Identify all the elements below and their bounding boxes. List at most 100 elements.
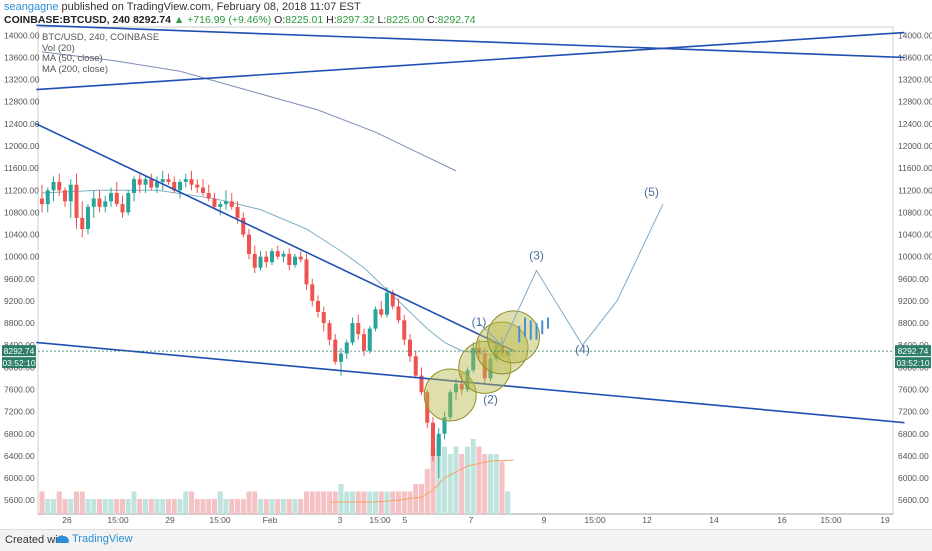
candle-body [63, 190, 67, 202]
candle-body [143, 179, 148, 185]
volume-bar [212, 499, 217, 514]
candle-body [454, 383, 458, 393]
time-tag-right-text: 03:52:10 [896, 358, 929, 368]
candle-body [339, 353, 343, 362]
volume-bar [131, 491, 137, 514]
volume-bar [442, 446, 447, 514]
price-tag-left [2, 345, 36, 357]
candle-body [373, 309, 378, 329]
footer-bar: Created with TradingView [0, 529, 932, 551]
candle-body [218, 204, 223, 207]
volume-bar [407, 491, 413, 514]
y-tick-label-right: 12800.00 [898, 97, 932, 107]
legend-volume[interactable]: Vol (20) [42, 42, 75, 54]
wave-projection-path [478, 203, 664, 347]
author-link[interactable]: seangagne [4, 1, 59, 13]
candle-body [419, 375, 424, 393]
y-tick-label-right: 11600.00 [898, 163, 932, 173]
price-tag-right-text: 8292.74 [898, 346, 929, 356]
volume-bar [269, 499, 275, 514]
volume-bar [240, 499, 246, 514]
y-tick-label-right: 14000.00 [898, 30, 932, 40]
candle-body [132, 179, 136, 194]
volume-bar [384, 491, 390, 514]
time-tag-left-text: 03:52:10 [2, 358, 35, 368]
volume-bar [51, 499, 56, 514]
candle-body [80, 217, 85, 229]
legend-ma50[interactable]: MA (50, close) [42, 53, 103, 64]
candle-body [327, 323, 332, 340]
tradingview-logo[interactable]: TradingView [56, 533, 133, 545]
volume-bar [493, 454, 499, 514]
volume-bar [68, 499, 74, 514]
created-with-text: Created with [5, 534, 67, 546]
indicator-legend: BTC/USD, 240, COINBASE Vol (20) MA (50, … [42, 32, 160, 75]
y-tick-label-left: 9600.00 [4, 274, 35, 284]
price-chart[interactable]: 5600.00 5600.00 6000.00 6000.00 6400.00 6400.… [0, 0, 932, 529]
candle-body [212, 198, 217, 207]
symbol-line: COINBASE:BTCUSD, 240 8292.74 ▲ +716.99 (… [4, 14, 476, 26]
candle-body [304, 259, 309, 285]
volume-bar [79, 491, 85, 514]
legend-series[interactable]: BTC/USD, 240, COINBASE [42, 32, 160, 43]
x-tick-label: 12 [642, 515, 652, 525]
candle-body [86, 206, 90, 229]
volume-bar [194, 499, 200, 514]
x-tick-label: 19 [880, 515, 890, 525]
volume-bar [286, 499, 292, 514]
volume-bar [85, 499, 91, 514]
x-tick-label: 15:00 [107, 515, 129, 525]
highlight-circle [475, 321, 529, 375]
volume-bar [275, 499, 281, 514]
candle-body [229, 201, 234, 207]
volume-bar [453, 446, 459, 514]
y-tick-label-left: 14000.00 [4, 30, 40, 40]
volume-bar [332, 491, 338, 514]
wave-label: (3) [529, 248, 544, 262]
volume-bar [315, 491, 321, 514]
candle-body [275, 251, 280, 257]
candle-body [68, 184, 73, 202]
candle-body [310, 284, 315, 301]
candle-body [51, 181, 56, 191]
volume-bar [321, 491, 327, 514]
volume-bar [470, 439, 476, 514]
wave-label: (5) [644, 185, 659, 199]
volume-bar [373, 491, 378, 514]
x-tick-label: 26 [62, 515, 72, 525]
candle-body [45, 190, 50, 205]
y-tick-label-left: 6400.00 [4, 451, 35, 461]
highlight-circle [487, 310, 540, 364]
volume-bar [419, 484, 424, 514]
candle-body [201, 187, 205, 194]
y-tick-label-right: 9600.00 [898, 274, 929, 284]
y-tick-label-right: 5600.00 [898, 495, 929, 505]
volume-bar [344, 491, 350, 514]
volume-bar [74, 491, 79, 514]
candle-body [155, 181, 159, 188]
y-tick-label-right: 6000.00 [898, 473, 929, 483]
y-tick-label-right: 6800.00 [898, 429, 929, 439]
volume-bar [235, 499, 240, 514]
candle-body [390, 292, 395, 307]
x-tick-label: 15:00 [369, 515, 391, 525]
y-tick-label-left: 13200.00 [4, 75, 40, 85]
trendline [35, 123, 514, 352]
candle-body [379, 309, 384, 315]
candle-body [114, 193, 119, 205]
legend-ma200[interactable]: MA (200, close) [42, 63, 108, 75]
candle-body [413, 356, 418, 376]
volume-bar [143, 499, 148, 514]
candle-body [103, 201, 108, 207]
candle-body [293, 256, 297, 265]
volume-bar [223, 499, 229, 514]
y-tick-label-left: 13600.00 [4, 52, 40, 62]
candle-body [97, 198, 102, 207]
y-tick-label-left: 9200.00 [4, 296, 35, 306]
candle-body [482, 353, 487, 379]
volume-bar [154, 499, 160, 514]
candle-body [436, 433, 441, 456]
candle-body [477, 347, 481, 354]
y-tick-label-right: 12400.00 [898, 119, 932, 129]
volume-bar [390, 491, 396, 514]
